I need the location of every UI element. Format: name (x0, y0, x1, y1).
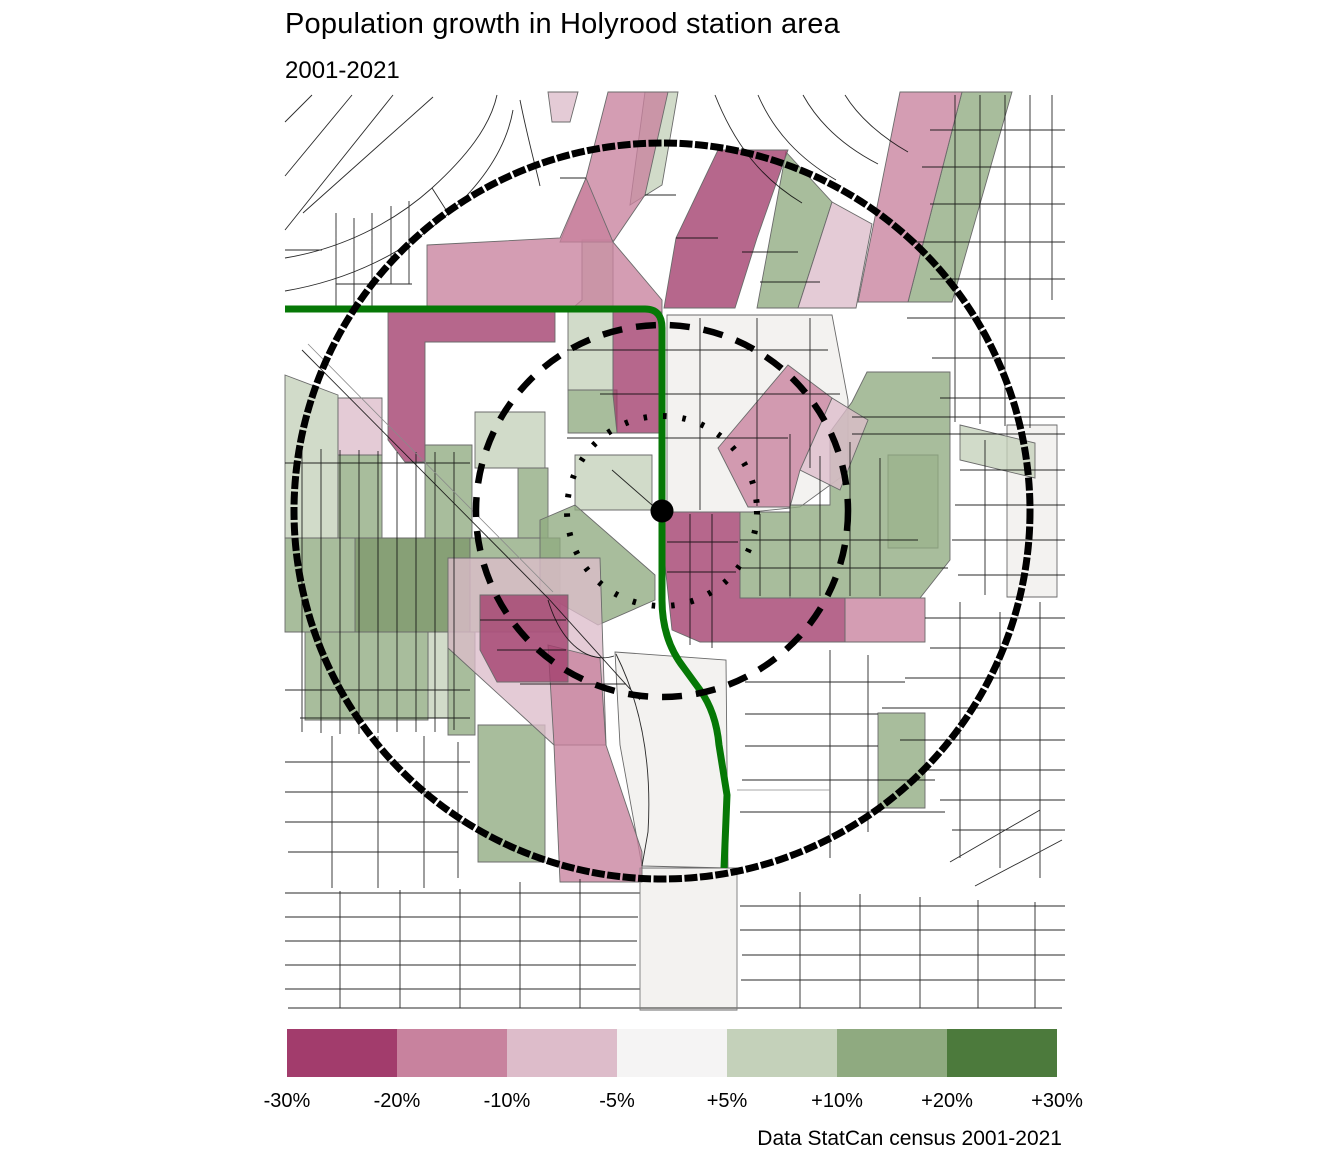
distance-rings (290, 139, 1034, 883)
station-marker (650, 499, 674, 523)
outer-bold-ring (290, 139, 1034, 883)
tract (739, 511, 791, 599)
legend-swatch (287, 1029, 397, 1077)
legend-tick-label: +20% (921, 1090, 973, 1112)
tract (304, 631, 429, 721)
tract (424, 444, 473, 539)
legend-swatch (837, 1029, 947, 1077)
lrt-line (285, 305, 731, 869)
tract (477, 724, 546, 863)
page-subtitle: 2001-2021 (285, 57, 400, 84)
legend-tick-label: -30% (263, 1090, 311, 1112)
decline-tracts (426, 91, 963, 883)
legend-tick-label: +30% (1031, 1090, 1083, 1112)
legend-tick-label: +5% (706, 1090, 748, 1112)
legend-color-bar (287, 1029, 1057, 1077)
tract (639, 867, 738, 1011)
tract (387, 311, 556, 463)
tract (797, 201, 873, 309)
legend-swatch (507, 1029, 617, 1077)
legend-tick-label: +10% (811, 1090, 863, 1112)
legend-tick-labels: -30% -20% -10% -5% +5% +10% +20% +30% (264, 1090, 1083, 1116)
source-caption: Data StatCan census 2001-2021 (757, 1127, 1062, 1150)
legend-swatch (397, 1029, 507, 1077)
legend-tick-label: -10% (483, 1090, 531, 1112)
legend-swatch (947, 1029, 1057, 1077)
tract (474, 411, 546, 469)
legend-swatch (617, 1029, 727, 1077)
tract (756, 151, 833, 309)
tract (844, 597, 926, 643)
street-network (284, 94, 1065, 1010)
page-title: Population growth in Holyrood station ar… (285, 8, 840, 40)
tract (337, 397, 383, 456)
tract (959, 424, 1036, 479)
legend-tick-label: -20% (373, 1090, 421, 1112)
tract (614, 651, 729, 869)
legend-tick-label: -5% (599, 1090, 635, 1112)
tract (574, 454, 653, 511)
tract (857, 91, 963, 303)
growth-tracts (284, 91, 1036, 863)
tract (547, 91, 579, 123)
tract (547, 644, 643, 883)
tract (717, 364, 833, 508)
tract (427, 631, 449, 719)
tract (337, 454, 383, 539)
legend: -30% -20% -10% -5% +5% +10% +20% +30% (264, 1029, 1083, 1116)
inner-dotted-ring (564, 413, 760, 609)
tract (664, 511, 846, 643)
middle-dashed-ring (472, 321, 852, 701)
legend-swatch (727, 1029, 837, 1077)
tract (567, 389, 618, 434)
